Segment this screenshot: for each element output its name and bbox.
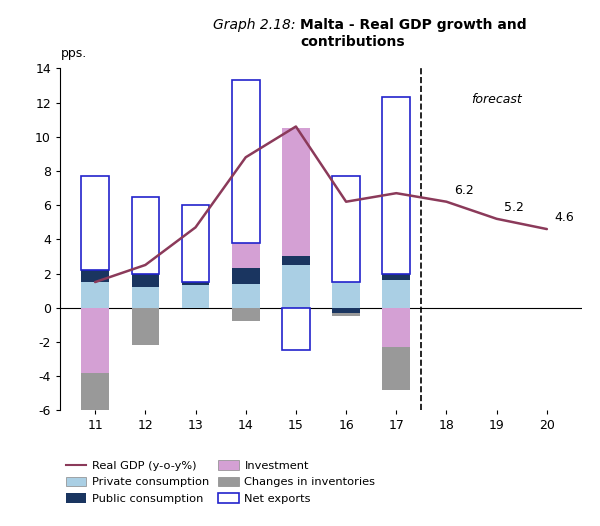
- Bar: [232, 80, 260, 242]
- Bar: [131, 274, 159, 287]
- Bar: [182, 286, 209, 308]
- Bar: [282, 128, 310, 256]
- Text: Graph 2.18:: Graph 2.18:: [213, 18, 300, 33]
- Bar: [82, 270, 109, 282]
- Text: 5.2: 5.2: [504, 201, 524, 214]
- Bar: [182, 205, 209, 282]
- Bar: [82, 372, 109, 438]
- Bar: [382, 308, 410, 347]
- Bar: [82, 282, 109, 308]
- Bar: [232, 284, 260, 308]
- Bar: [232, 242, 260, 268]
- Text: 4.6: 4.6: [554, 211, 574, 224]
- Text: Malta - Real GDP growth and
contributions: Malta - Real GDP growth and contribution…: [300, 18, 527, 48]
- Bar: [282, 256, 310, 265]
- Bar: [382, 347, 410, 390]
- Bar: [332, 176, 360, 282]
- Bar: [382, 274, 410, 280]
- Bar: [332, 313, 360, 316]
- Bar: [282, 308, 310, 350]
- Bar: [131, 287, 159, 308]
- Bar: [131, 197, 159, 274]
- Bar: [82, 308, 109, 372]
- Text: pps.: pps.: [61, 47, 87, 60]
- Bar: [282, 265, 310, 308]
- Legend: Real GDP (y-o-y%), Private consumption, Public consumption, Investment, Changes : Real GDP (y-o-y%), Private consumption, …: [65, 460, 376, 504]
- Bar: [232, 308, 260, 321]
- Bar: [382, 97, 410, 274]
- Bar: [382, 280, 410, 308]
- Text: 6.2: 6.2: [454, 184, 474, 197]
- Text: forecast: forecast: [471, 93, 522, 106]
- Bar: [131, 308, 159, 345]
- Bar: [182, 282, 209, 286]
- Bar: [232, 268, 260, 284]
- Bar: [332, 282, 360, 308]
- Bar: [82, 176, 109, 270]
- Bar: [332, 308, 360, 313]
